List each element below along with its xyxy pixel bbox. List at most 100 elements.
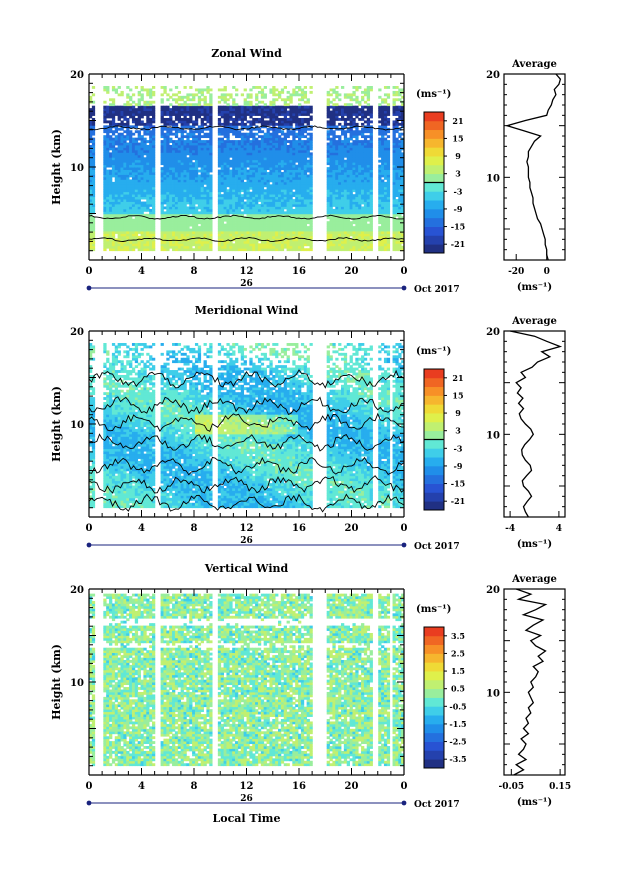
heatmap-cell: [252, 105, 256, 109]
heatmap-cell: [126, 122, 130, 126]
heatmap-cell: [160, 226, 164, 229]
heatmap-cell: [103, 127, 107, 131]
heatmap-cell: [109, 181, 113, 185]
heatmap-cell: [131, 149, 136, 153]
heatmap-cell: [183, 189, 187, 193]
heatmap-cell: [180, 211, 184, 215]
heatmap-cell: [194, 186, 199, 190]
heatmap-cell: [363, 228, 368, 232]
heatmap-cell: [243, 137, 247, 141]
heatmap-cell: [252, 120, 256, 124]
heatmap-cell: [237, 218, 242, 222]
heatmap-cell: [363, 169, 368, 173]
heatmap-cell: [143, 105, 147, 109]
heatmap-cell: [177, 211, 182, 215]
heatmap-cell: [363, 135, 368, 139]
heatmap-cell: [149, 105, 153, 109]
heatmap-cell: [197, 199, 202, 202]
heatmap-cell: [166, 135, 170, 139]
heatmap-cell: [192, 186, 196, 190]
heatmap-cell: [123, 194, 127, 198]
heatmap-cell: [220, 157, 224, 161]
heatmap-cell: [269, 238, 273, 242]
heatmap-cell: [278, 127, 282, 131]
heatmap-cell: [235, 216, 239, 220]
heatmap-cell: [243, 218, 247, 222]
heatmap-cell: [300, 233, 305, 237]
heatmap-cell: [123, 201, 127, 205]
heatmap-cell: [300, 176, 305, 180]
heatmap-cell: [361, 184, 365, 188]
heatmap-cell: [189, 233, 193, 237]
heatmap-cell: [303, 108, 308, 111]
heatmap-cell: [343, 245, 348, 249]
heatmap-cell: [172, 204, 176, 207]
heatmap-cell: [137, 176, 141, 180]
heatmap-cell: [197, 103, 202, 107]
heatmap-cell: [197, 130, 202, 134]
heatmap-cell: [326, 184, 330, 188]
heatmap-cell: [186, 179, 190, 183]
heatmap-cell: [123, 147, 127, 151]
heatmap-cell: [260, 206, 265, 210]
heatmap-cell: [332, 149, 336, 153]
heatmap-cell: [303, 147, 308, 151]
heatmap-cell: [358, 243, 362, 247]
heatmap-cell: [120, 147, 124, 151]
heatmap-cell: [197, 194, 202, 198]
heatmap-cell: [163, 152, 167, 156]
heatmap-cell: [280, 157, 285, 161]
heatmap-cell: [114, 189, 119, 193]
heatmap-cell: [209, 93, 213, 97]
heatmap-cell: [143, 228, 147, 232]
heatmap-cell: [280, 159, 285, 163]
heatmap-cell: [209, 113, 213, 116]
heatmap-cell: [286, 201, 290, 205]
heatmap-cell: [260, 115, 265, 119]
heatmap-cell: [232, 122, 236, 126]
heatmap-cell: [346, 176, 350, 180]
heatmap-cell: [255, 149, 259, 153]
heatmap-cell: [200, 152, 204, 156]
heatmap-cell: [134, 117, 139, 121]
heatmap-cell: [240, 231, 245, 234]
heatmap-cell: [200, 191, 204, 195]
heatmap-cell: [232, 167, 236, 170]
heatmap-cell: [177, 157, 182, 161]
heatmap-cell: [160, 127, 164, 131]
heatmap-cell: [172, 208, 176, 212]
heatmap-cell: [131, 189, 136, 193]
heatmap-cell: [289, 122, 293, 126]
heatmap-cell: [160, 179, 164, 183]
heatmap-cell: [260, 117, 265, 121]
heatmap-cell: [189, 235, 193, 239]
heatmap-cell: [246, 176, 250, 180]
heatmap-cell: [120, 191, 124, 195]
heatmap-cell: [283, 142, 287, 146]
heatmap-cell: [160, 149, 164, 153]
heatmap-cell: [163, 154, 167, 158]
heatmap-cell: [146, 145, 150, 148]
heatmap-cell: [283, 231, 287, 234]
heatmap-cell: [289, 117, 293, 121]
heatmap-cell: [166, 159, 170, 163]
heatmap-cell: [183, 179, 187, 183]
heatmap-cell: [255, 181, 259, 185]
heatmap-cell: [209, 176, 213, 180]
heatmap-cell: [111, 228, 116, 232]
heatmap-cell: [166, 157, 170, 161]
heatmap-cell: [266, 176, 270, 180]
heatmap-cell: [283, 235, 287, 239]
heatmap-cell: [252, 147, 256, 151]
heatmap-cell: [352, 162, 356, 166]
heatmap-cell: [266, 145, 270, 148]
heatmap-cell: [134, 245, 139, 249]
heatmap-cell: [129, 108, 133, 111]
heatmap-cell: [240, 238, 245, 242]
heatmap-cell: [137, 162, 141, 166]
heatmap-cell: [341, 132, 345, 136]
heatmap-cell: [352, 248, 356, 252]
heatmap-cell: [249, 199, 253, 202]
heatmap-cell: [280, 110, 285, 114]
heatmap-cell: [303, 248, 308, 252]
